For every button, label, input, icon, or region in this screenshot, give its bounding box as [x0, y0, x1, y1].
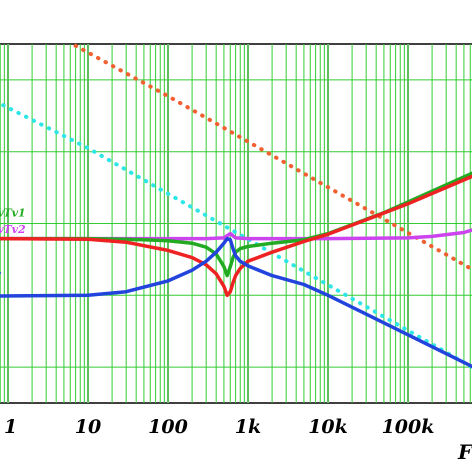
plot-series — [0, 43, 472, 370]
x-tick-label: 10k — [308, 416, 348, 438]
series-red — [0, 174, 472, 298]
series-magenta — [0, 228, 472, 241]
legend-label-l: L — [0, 264, 2, 277]
legend-label-wtv2: wTv2 — [0, 223, 26, 236]
x-tick-label: 10 — [75, 416, 101, 438]
legend-label-wtv1: wTv1 — [0, 207, 26, 220]
x-tick-label: 100 — [148, 416, 188, 438]
x-axis-label: F — [457, 440, 472, 464]
x-axis: 1 10 100 1k 10k 100k — [4, 416, 434, 438]
x-tick-label: 1 — [4, 416, 17, 438]
legend: wTv1 wTv2 L — [0, 207, 26, 277]
x-tick-label: 100k — [382, 416, 435, 438]
x-tick-label: 1k — [235, 416, 261, 438]
series-blue — [0, 236, 472, 369]
